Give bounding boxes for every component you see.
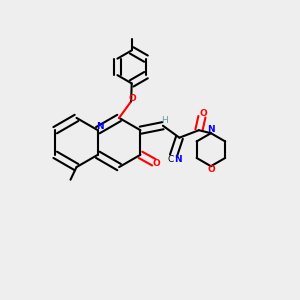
Text: N: N [174, 155, 182, 164]
Text: C: C [168, 155, 174, 164]
Text: O: O [152, 159, 160, 168]
Text: N: N [207, 125, 215, 134]
Text: O: O [207, 165, 215, 174]
Text: N: N [96, 122, 104, 131]
Text: O: O [129, 94, 136, 103]
Text: O: O [200, 109, 207, 118]
Text: H: H [161, 116, 168, 125]
